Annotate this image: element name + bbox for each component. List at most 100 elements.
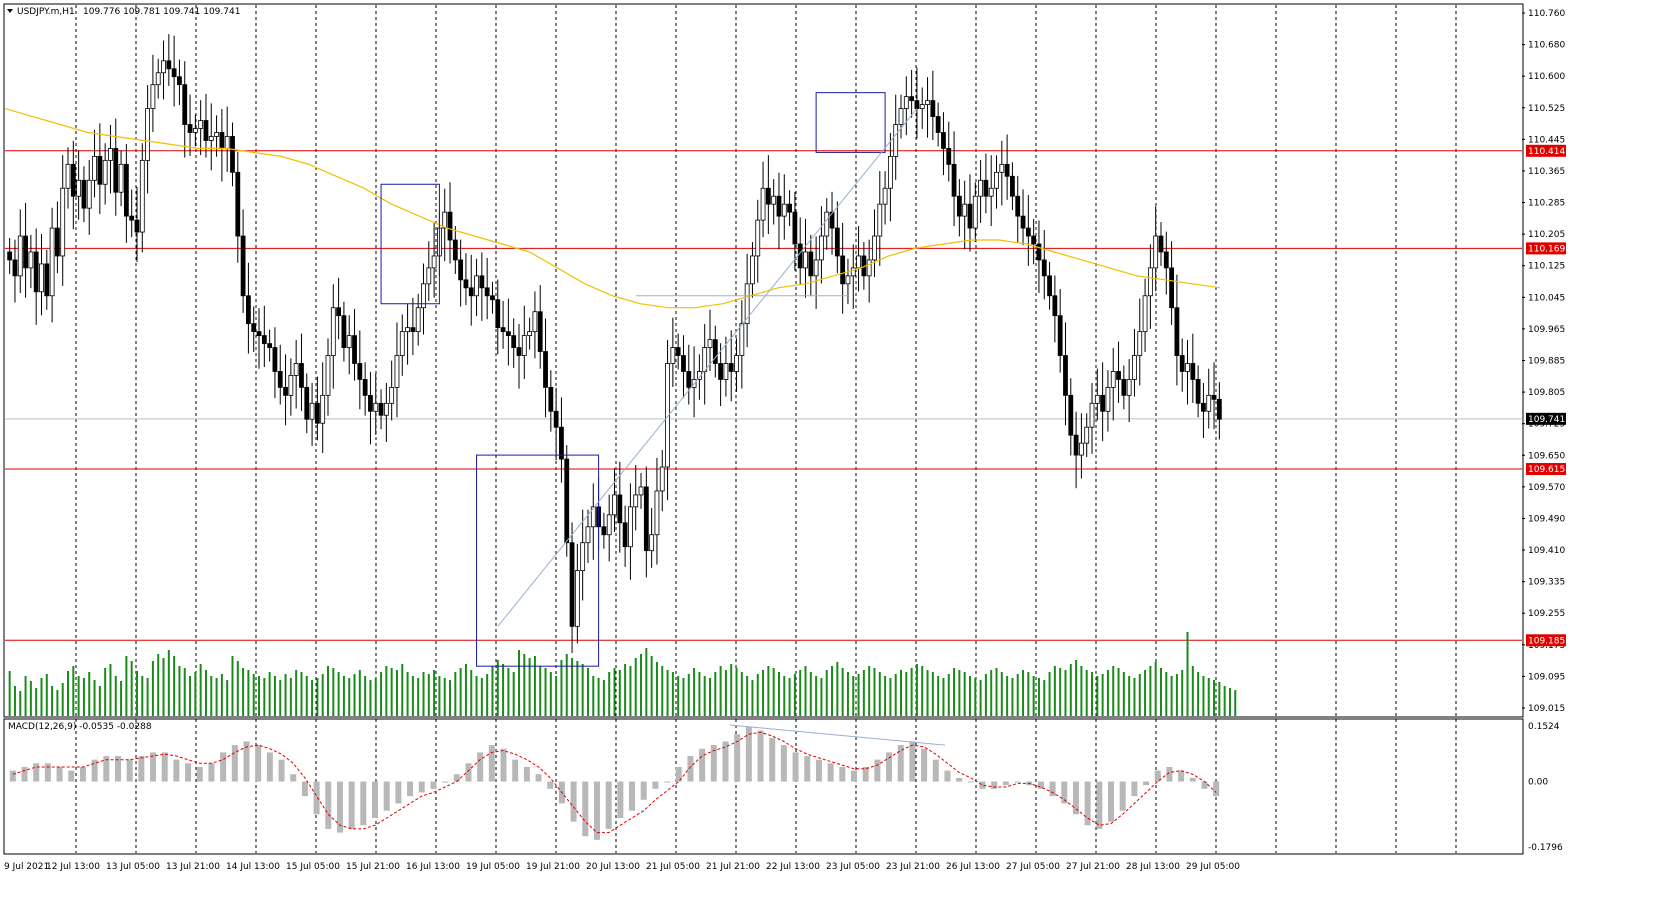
candle-body: [516, 347, 522, 356]
candle-body: [1025, 227, 1031, 237]
volume-bar: [284, 674, 287, 716]
macd-histogram-bar: [1154, 770, 1161, 782]
macd-histogram-bar: [278, 759, 285, 782]
volume-bar: [135, 671, 138, 716]
time-tick-label: 12 Jul 13:00: [46, 862, 100, 872]
candle-body: [824, 211, 830, 237]
volume-bar: [1181, 670, 1184, 716]
candle-body: [474, 275, 479, 297]
volume-bar: [1223, 686, 1226, 716]
volume-bar: [1069, 664, 1072, 716]
rectangle-box: [476, 454, 600, 667]
candle-body: [33, 251, 39, 293]
candle-body: [1031, 235, 1037, 245]
candle-body: [410, 327, 416, 333]
macd-histogram-bar: [500, 748, 507, 782]
candle-body: [638, 486, 644, 496]
volume-bar: [167, 650, 170, 716]
volume-bar: [1085, 670, 1088, 716]
macd-histogram-bar: [21, 766, 28, 782]
candle-body: [76, 179, 82, 197]
candle-body: [362, 379, 368, 396]
volume-bar: [586, 668, 589, 716]
volume-bar: [793, 674, 796, 716]
candle-body: [261, 335, 267, 344]
volume-bar: [162, 658, 165, 716]
macd-histogram-bar: [255, 745, 262, 782]
volume-bar: [597, 678, 600, 716]
macd-histogram-bar: [605, 781, 612, 829]
macd-histogram-bar: [196, 766, 203, 782]
candle-body: [712, 339, 718, 364]
volume-bar: [884, 676, 887, 716]
candle-body: [994, 171, 999, 189]
price-axis: 110.760 110.680 110.600 110.525 110.445 110.3…: [1522, 9, 1566, 853]
volume-bar: [671, 672, 674, 716]
volume-bar: [724, 670, 727, 716]
level-price-tag: [1526, 463, 1566, 476]
macd-histogram-bar: [734, 734, 741, 782]
candle-body: [495, 299, 501, 329]
macd-histogram-bar: [675, 766, 682, 782]
price-tick-label: 109.570: [1528, 483, 1565, 493]
volume-bar: [1075, 660, 1078, 716]
time-tick-label: 26 Jul 13:00: [946, 862, 1000, 872]
volume-bar: [783, 676, 786, 716]
volume-bar: [342, 676, 345, 716]
volume-bar: [104, 668, 107, 716]
volume-bar: [72, 666, 75, 716]
volume-bar: [528, 658, 531, 716]
current-price-tag: [1526, 412, 1566, 425]
chevron-down-icon[interactable]: [7, 9, 13, 13]
volume-bar: [1234, 690, 1237, 716]
candle-body: [622, 522, 628, 548]
candle-body: [606, 514, 612, 536]
macd-histogram-bar: [407, 781, 414, 797]
macd-histogram-bar: [301, 781, 308, 797]
time-tick-label: 15 Jul 21:00: [346, 862, 400, 872]
candle-body: [1206, 394, 1212, 412]
candle-body: [70, 163, 76, 197]
candle-body: [707, 339, 713, 348]
macd-histogram-bar: [372, 781, 379, 818]
price-tick-label: 110.680: [1528, 41, 1565, 51]
candle-body: [590, 506, 596, 528]
candle-body: [123, 163, 129, 217]
candle-body: [765, 187, 771, 205]
macd-histogram-bar: [91, 759, 98, 782]
candle-body: [1158, 235, 1164, 253]
candle-body: [633, 494, 639, 508]
volume-bar: [836, 662, 839, 716]
volume-bar: [300, 672, 303, 716]
time-tick-label: 9 Jul 2021: [4, 862, 49, 872]
volume-bar: [464, 664, 467, 716]
volume-bar: [268, 672, 271, 716]
volume-bar: [146, 678, 149, 716]
candle-body: [702, 347, 708, 372]
volume-bar: [311, 680, 314, 716]
price-tick-label: 109.805: [1528, 388, 1565, 398]
volume-bar: [1175, 674, 1178, 716]
price-tick-label: 110.445: [1528, 135, 1565, 145]
candle-body: [452, 239, 458, 261]
macd-histogram-bar: [150, 752, 157, 782]
candle-body: [564, 458, 570, 544]
candle-body: [399, 331, 405, 356]
volume-bar: [831, 666, 834, 716]
volume-bar: [1191, 666, 1194, 716]
candle-body: [341, 315, 347, 348]
candle-body: [956, 195, 962, 217]
volume-bar: [613, 668, 616, 716]
symbol-header: USDJPY.m,H1 109.776 109.781 109.741 109.…: [7, 7, 240, 17]
candle-body: [654, 490, 660, 536]
volume-bar: [809, 672, 812, 716]
macd-histogram-bar: [1213, 781, 1220, 797]
volume-bar: [199, 664, 202, 716]
candle-body: [187, 124, 193, 133]
macd-histogram-bar: [266, 752, 273, 782]
macd-histogram-bar: [932, 759, 939, 782]
candle-body: [458, 259, 464, 281]
volume-bar: [449, 680, 452, 716]
candle-body: [219, 132, 225, 149]
volume-bar: [61, 683, 64, 716]
